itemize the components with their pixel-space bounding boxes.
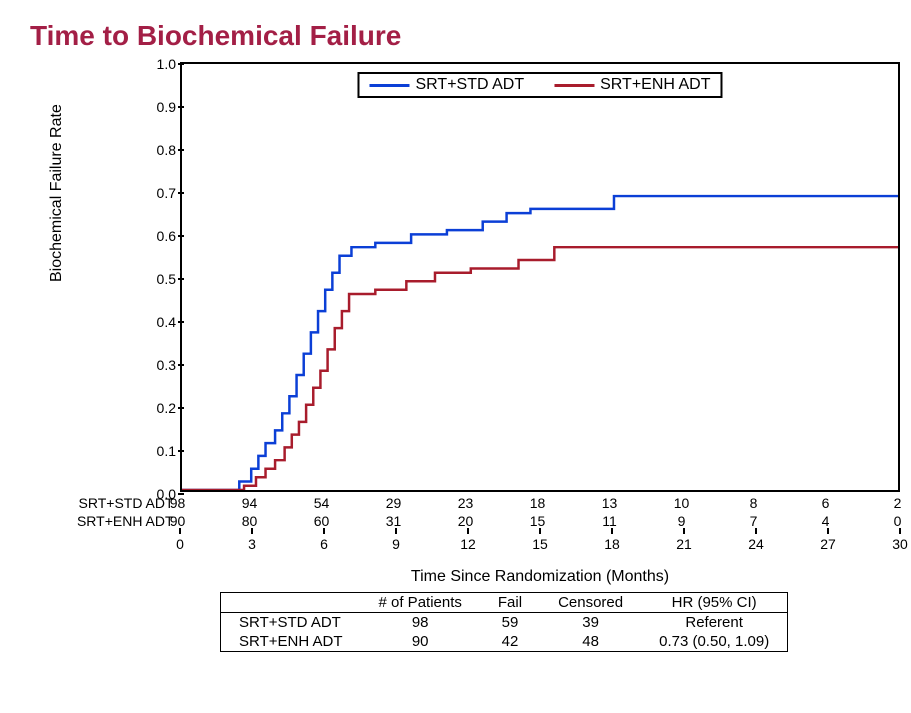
x-tick-label: 30 [892, 536, 908, 552]
at-risk-count: 10 [674, 494, 690, 512]
at-risk-count: 15 [530, 512, 546, 530]
at-risk-count: 11 [602, 512, 617, 530]
stats-header: Censored [540, 593, 641, 613]
at-risk-row: SRT+ENH ADT908060312015119740 [70, 512, 881, 530]
at-risk-count: 2 [894, 494, 902, 512]
table-row: SRT+ENH ADT9042480.73 (0.50, 1.09) [221, 632, 788, 652]
plot-area: SRT+STD ADT SRT+ENH ADT 0.00.10.20.30.40… [180, 62, 900, 492]
at-risk-count: 90 [170, 512, 186, 530]
stats-cell: 39 [540, 613, 641, 633]
legend-label-std: SRT+STD ADT [415, 76, 524, 94]
x-tick-label: 6 [320, 536, 328, 552]
at-risk-count: 23 [458, 494, 474, 512]
stats-cell: SRT+STD ADT [221, 613, 361, 633]
x-tick-label: 3 [248, 536, 256, 552]
y-tick-label: 0.2 [142, 400, 182, 416]
at-risk-count: 18 [530, 494, 546, 512]
stats-cell: 90 [361, 632, 480, 652]
x-axis-ticks: 036912151821242730 [180, 536, 900, 560]
km-curve [182, 196, 898, 490]
stats-cell: 0.73 (0.50, 1.09) [641, 632, 788, 652]
at-risk-count: 94 [242, 494, 258, 512]
at-risk-label: SRT+ENH ADT [70, 512, 178, 530]
legend-item-std: SRT+STD ADT [369, 76, 524, 94]
legend-swatch-std [369, 84, 409, 87]
stats-cell: 42 [480, 632, 540, 652]
y-tick-label: 0.1 [142, 443, 182, 459]
y-tick-label: 1.0 [142, 56, 182, 72]
km-curves [182, 64, 898, 490]
y-tick-label: 0.6 [142, 228, 182, 244]
at-risk-count: 60 [314, 512, 330, 530]
x-tick-label: 12 [460, 536, 476, 552]
table-row: SRT+STD ADT985939Referent [221, 613, 788, 633]
x-tick-label: 27 [820, 536, 836, 552]
x-tick-label: 21 [676, 536, 692, 552]
legend-swatch-enh [554, 84, 594, 87]
at-risk-count: 80 [242, 512, 258, 530]
at-risk-table: SRT+STD ADT9894542923181310862SRT+ENH AD… [70, 494, 881, 530]
y-axis-label: Biochemical Failure Rate [48, 104, 66, 282]
x-tick-label: 0 [176, 536, 184, 552]
x-tick-label: 18 [604, 536, 620, 552]
x-axis-label: Time Since Randomization (Months) [180, 568, 900, 586]
at-risk-count: 6 [822, 494, 830, 512]
y-tick-label: 0.5 [142, 271, 182, 287]
at-risk-count: 8 [750, 494, 758, 512]
at-risk-count: 31 [386, 512, 402, 530]
x-tick-label: 15 [532, 536, 548, 552]
at-risk-count: 13 [602, 494, 618, 512]
at-risk-row: SRT+STD ADT9894542923181310862 [70, 494, 881, 512]
y-tick-label: 0.8 [142, 142, 182, 158]
x-tick-label: 24 [748, 536, 764, 552]
at-risk-count: 98 [170, 494, 186, 512]
stats-cell: SRT+ENH ADT [221, 632, 361, 652]
km-curve [182, 247, 898, 490]
at-risk-count: 29 [386, 494, 402, 512]
stats-cell: 98 [361, 613, 480, 633]
y-tick-label: 0.7 [142, 185, 182, 201]
legend-item-enh: SRT+ENH ADT [554, 76, 710, 94]
stats-cell: 59 [480, 613, 540, 633]
stats-header: Fail [480, 593, 540, 613]
stats-header [221, 593, 361, 613]
y-tick-label: 0.3 [142, 357, 182, 373]
y-tick-label: 0.4 [142, 314, 182, 330]
stats-table: # of PatientsFailCensoredHR (95% CI)SRT+… [220, 592, 788, 652]
chart-container: Biochemical Failure Rate SRT+STD ADT SRT… [70, 62, 881, 652]
stats-cell: Referent [641, 613, 788, 633]
at-risk-count: 54 [314, 494, 330, 512]
stats-header: # of Patients [361, 593, 480, 613]
stats-header: HR (95% CI) [641, 593, 788, 613]
legend-label-enh: SRT+ENH ADT [600, 76, 710, 94]
page-title: Time to Biochemical Failure [30, 20, 881, 52]
x-tick-label: 9 [392, 536, 400, 552]
stats-cell: 48 [540, 632, 641, 652]
at-risk-count: 20 [458, 512, 474, 530]
legend: SRT+STD ADT SRT+ENH ADT [357, 72, 722, 98]
y-tick-label: 0.9 [142, 99, 182, 115]
